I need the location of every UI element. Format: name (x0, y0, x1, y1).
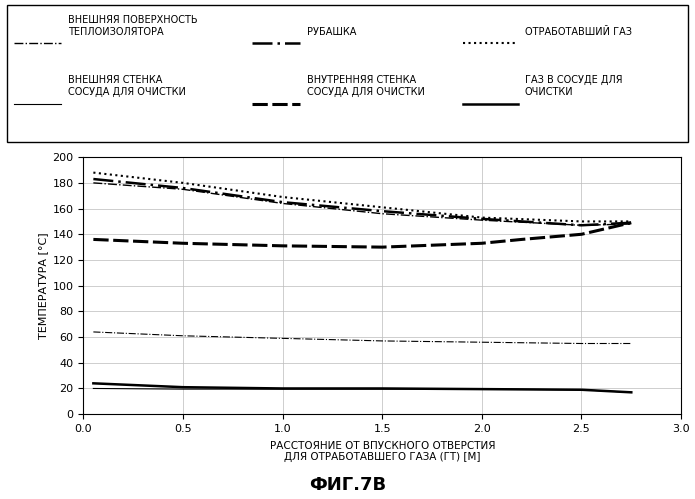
Text: ГАЗ В СОСУДЕ ДЛЯ
ОЧИСТКИ: ГАЗ В СОСУДЕ ДЛЯ ОЧИСТКИ (525, 75, 622, 97)
Text: ОТРАБОТАВШИЙ ГАЗ: ОТРАБОТАВШИЙ ГАЗ (525, 26, 632, 36)
Text: ВНЕШНЯЯ ПОВЕРХНОСТЬ
ТЕПЛОИЗОЛЯТОРА: ВНЕШНЯЯ ПОВЕРХНОСТЬ ТЕПЛОИЗОЛЯТОРА (68, 15, 198, 36)
Text: ВНЕШНЯЯ СТЕНКА
СОСУДА ДЛЯ ОЧИСТКИ: ВНЕШНЯЯ СТЕНКА СОСУДА ДЛЯ ОЧИСТКИ (68, 75, 186, 97)
Text: ФИГ.7В: ФИГ.7В (309, 476, 386, 494)
Y-axis label: ТЕМПЕРАТУРА [°С]: ТЕМПЕРАТУРА [°С] (38, 233, 49, 339)
Text: РУБАШКА: РУБАШКА (306, 26, 356, 36)
X-axis label: РАССТОЯНИЕ ОТ ВПУСКНОГО ОТВЕРСТИЯ
ДЛЯ ОТРАБОТАВШЕГО ГАЗА (ГТ) [М]: РАССТОЯНИЕ ОТ ВПУСКНОГО ОТВЕРСТИЯ ДЛЯ ОТ… (270, 441, 495, 463)
Text: ВНУТРЕННЯЯ СТЕНКА
СОСУДА ДЛЯ ОЧИСТКИ: ВНУТРЕННЯЯ СТЕНКА СОСУДА ДЛЯ ОЧИСТКИ (306, 75, 425, 97)
